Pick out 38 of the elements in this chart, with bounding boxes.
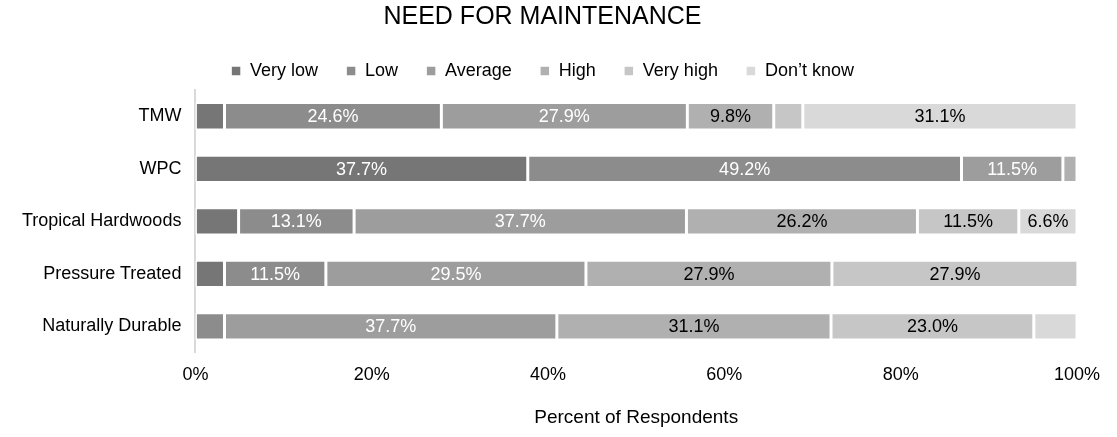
y-tick-label: WPC: [139, 157, 182, 178]
legend-label: High: [558, 59, 596, 80]
legend-label: Very high: [642, 59, 718, 80]
x-tick-label: 80%: [882, 364, 919, 385]
x-tick-label: 40%: [530, 364, 567, 385]
chart-title: NEED FOR MAINTENANCE: [383, 0, 702, 29]
data-label: 23.0%: [906, 316, 958, 337]
data-label: 31.1%: [668, 316, 720, 337]
data-label: 24.6%: [307, 106, 359, 127]
data-label: 37.7%: [494, 211, 546, 232]
data-label: 26.2%: [776, 211, 828, 232]
legend-label: Low: [365, 59, 400, 80]
legend-label: Very low: [250, 59, 320, 80]
y-tick-label: Naturally Durable: [42, 315, 182, 336]
data-label: 11.5%: [250, 263, 301, 284]
legend-label: Average: [445, 59, 512, 80]
data-label: 49.2%: [719, 158, 771, 179]
legend-label: Don’t know: [764, 59, 855, 80]
data-label: 27.9%: [683, 263, 735, 284]
x-tick-label: 20%: [353, 364, 390, 385]
data-label: 37.7%: [365, 316, 417, 337]
data-label: 37.7%: [336, 158, 388, 179]
data-label: 31.1%: [914, 106, 966, 127]
y-tick-label: TMW: [138, 105, 182, 126]
data-label: 11.5%: [987, 158, 1038, 179]
x-axis-title: Percent of Respondents: [534, 405, 739, 427]
y-tick-label: Pressure Treated: [43, 262, 182, 283]
x-tick-label: 60%: [706, 364, 743, 385]
data-label: 13.1%: [270, 211, 322, 232]
data-label: 9.8%: [710, 106, 752, 127]
data-label: 27.9%: [538, 106, 590, 127]
data-label: 6.6%: [1027, 211, 1069, 232]
data-label: 29.5%: [430, 263, 482, 284]
x-tick-label: 0%: [182, 364, 209, 385]
y-tick-label: Tropical Hardwoods: [21, 210, 182, 231]
data-label: 27.9%: [929, 263, 981, 284]
x-tick-label: 100%: [1053, 364, 1101, 385]
data-label: 11.5%: [943, 211, 993, 232]
